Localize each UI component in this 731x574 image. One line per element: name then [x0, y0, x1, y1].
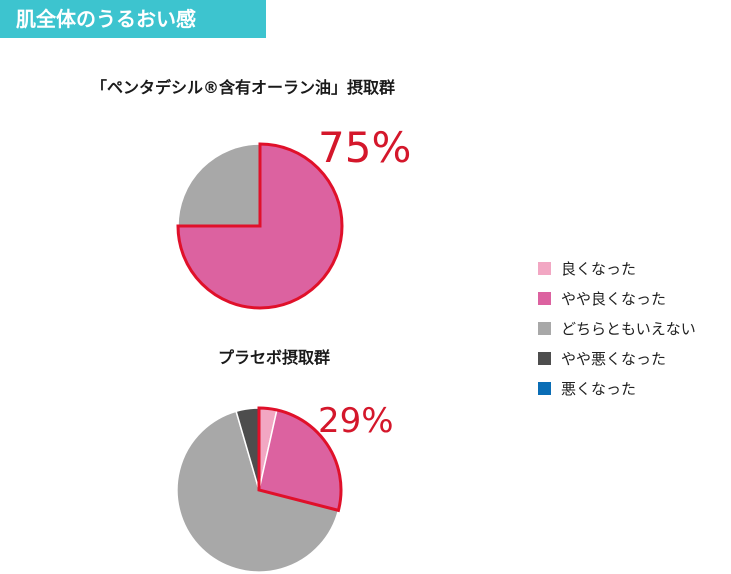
- legend-label-slightly-good: やや良くなった: [561, 289, 667, 308]
- legend-label-bad: 悪くなった: [561, 379, 637, 398]
- legend-item-slightly-bad: やや悪くなった: [538, 343, 696, 373]
- legend-label-slightly-bad: やや悪くなった: [561, 349, 667, 368]
- section-header-title: 肌全体のうるおい感: [16, 7, 196, 31]
- pie-test-callout: 75%: [318, 123, 411, 172]
- legend-swatch-good: [538, 261, 551, 275]
- pie-placebo-callout: 29%: [318, 401, 394, 441]
- chart-title-test-group: 「ペンタデシル®含有オーラン油」摂取群: [91, 78, 396, 97]
- legend-item-bad: 悪くなった: [538, 373, 696, 403]
- pie-placebo-slice-neutral: [176, 410, 340, 573]
- legend-label-neutral: どちらともいえない: [561, 319, 696, 338]
- pie-test: 75%: [176, 123, 411, 310]
- legend: 良くなった やや良くなった どちらともいえない やや悪くなった 悪くなった: [538, 253, 696, 403]
- legend-swatch-slightly-bad: [538, 351, 551, 365]
- legend-item-slightly-good: やや良くなった: [538, 283, 696, 313]
- chart-title-placebo-group: プラセボ摂取群: [218, 348, 331, 367]
- legend-swatch-neutral: [538, 321, 551, 335]
- pie-test-slice-neutral: [177, 143, 261, 227]
- pie-placebo-highlight-outline: [257, 406, 343, 513]
- legend-swatch-slightly-good: [538, 291, 551, 305]
- section-header-tag: 肌全体のうるおい感: [0, 0, 266, 38]
- pie-test-highlight-outline: [176, 142, 344, 310]
- pie-placebo: 29%: [176, 401, 394, 573]
- legend-item-good: 良くなった: [538, 253, 696, 283]
- legend-item-neutral: どちらともいえない: [538, 313, 696, 343]
- legend-swatch-bad: [538, 381, 551, 395]
- legend-label-good: 良くなった: [561, 259, 637, 278]
